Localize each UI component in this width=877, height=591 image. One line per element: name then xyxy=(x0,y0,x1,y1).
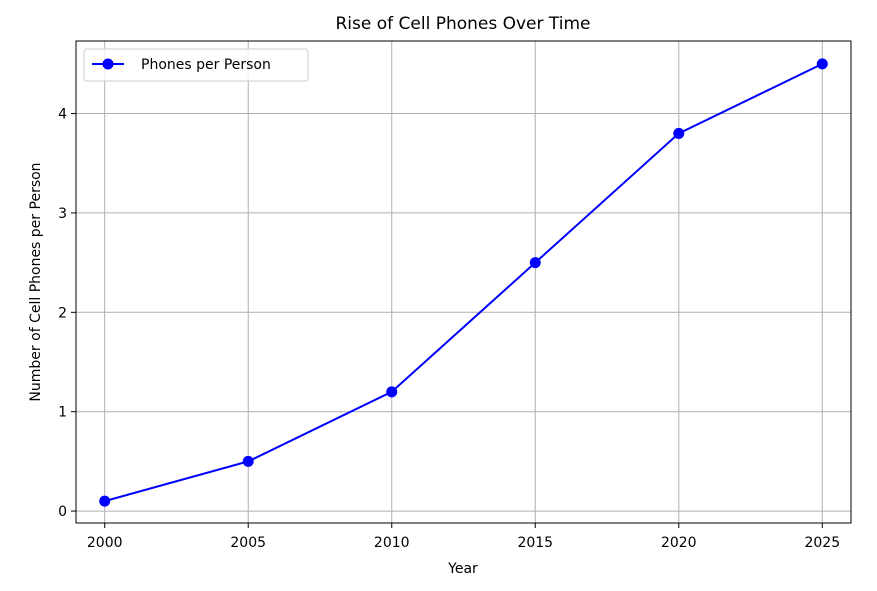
x-tick-label: 2005 xyxy=(230,535,266,551)
y-tick-label: 2 xyxy=(58,305,67,321)
chart-title: Rise of Cell Phones Over Time xyxy=(335,14,590,34)
data-point xyxy=(242,455,254,467)
data-point xyxy=(816,58,828,70)
x-tick-label: 2025 xyxy=(804,535,840,551)
y-tick-label: 0 xyxy=(58,504,67,520)
axis-ticks: 2000 2005 2010 2015 2020 2025 0 1 2 3 4 xyxy=(58,107,840,551)
series-line xyxy=(104,62,823,503)
x-tick-label: 2010 xyxy=(374,535,410,551)
data-point xyxy=(99,495,111,507)
x-tick-label: 2015 xyxy=(517,535,553,551)
series-layer xyxy=(99,58,828,507)
grid-lines xyxy=(76,41,851,523)
data-point xyxy=(529,257,541,269)
y-axis-label: Number of Cell Phones per Person xyxy=(28,162,44,401)
y-tick-label: 4 xyxy=(58,107,67,123)
data-point xyxy=(386,386,398,398)
legend-box xyxy=(83,48,309,82)
x-axis-label: Year xyxy=(447,561,478,577)
x-tick-label: 2000 xyxy=(87,535,123,551)
data-point xyxy=(673,127,685,139)
y-tick-label: 3 xyxy=(58,206,67,222)
legend-marker-sample xyxy=(102,58,114,70)
x-tick-label: 2020 xyxy=(661,535,697,551)
plot-area-frame xyxy=(75,40,852,524)
legend: Phones per Person xyxy=(83,48,309,82)
legend-label: Phones per Person xyxy=(141,57,271,73)
y-tick-label: 1 xyxy=(58,405,67,421)
